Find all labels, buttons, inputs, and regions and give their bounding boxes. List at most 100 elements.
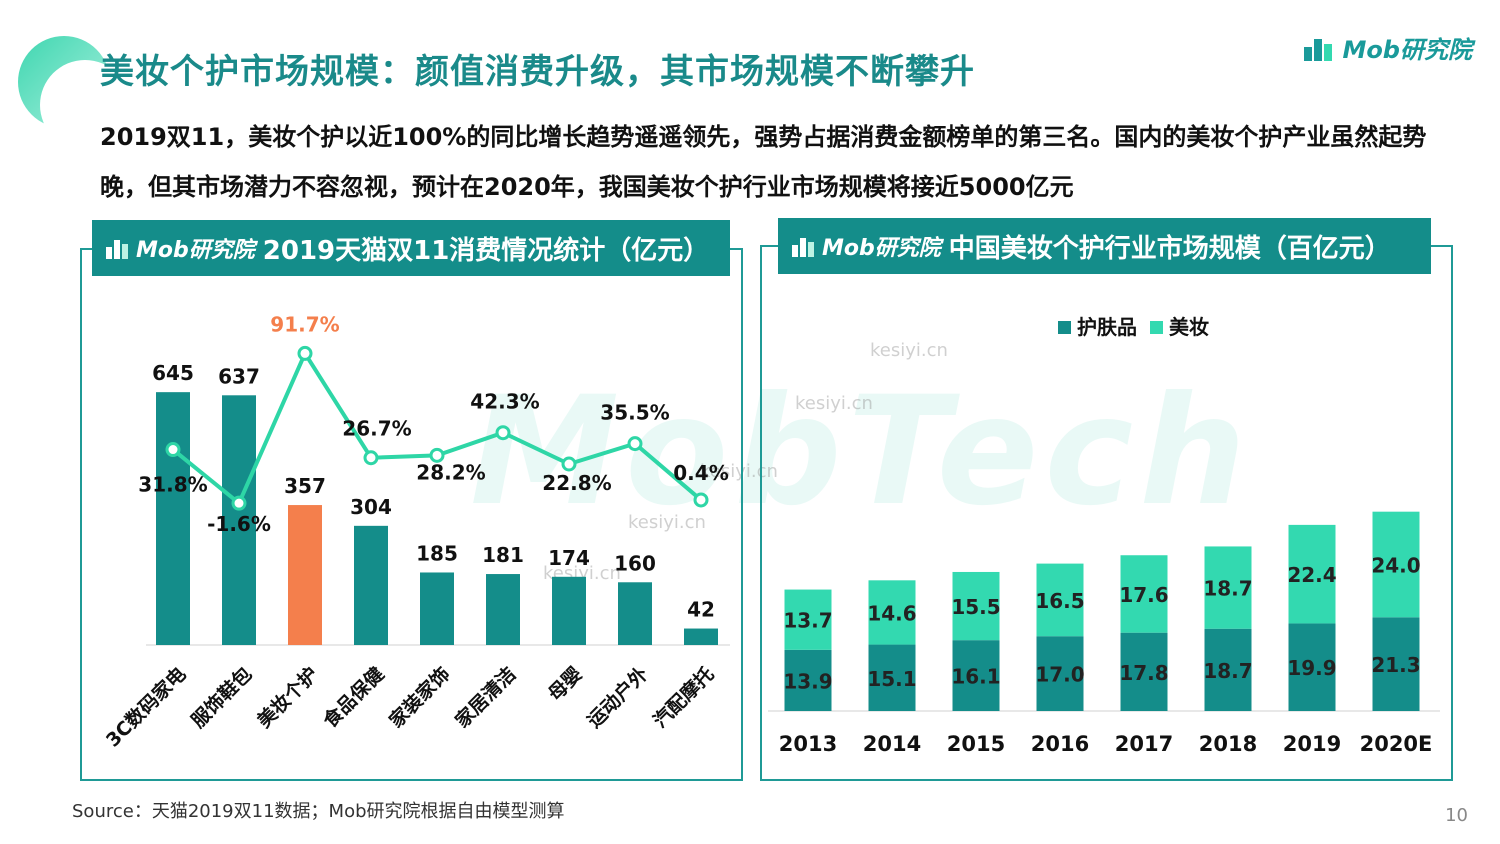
bar-makeup-2019	[1288, 524, 1336, 624]
bar-value-label: 17.0	[1035, 663, 1084, 687]
bar-skincare-2016	[1036, 636, 1084, 711]
subtitle: 2019双11，美妆个护以近100%的同比增长趋势遥遥领先，强势占据消费金额榜单…	[100, 123, 1427, 201]
year-label: 2015	[947, 732, 1005, 756]
category-label: 运动户外	[583, 662, 653, 732]
bar-value-label: 13.9	[783, 669, 832, 693]
bar-skincare-2018	[1204, 628, 1252, 711]
bar-value-label: 17.8	[1119, 661, 1168, 685]
building-icon	[106, 240, 128, 259]
bar-value-label: 645	[152, 361, 194, 385]
brand-name: Mob研究院	[1342, 36, 1472, 64]
mini-brand: Mob研究院	[792, 230, 941, 262]
bar-value-label: 17.6	[1119, 583, 1168, 607]
bar-8	[618, 582, 652, 645]
bar-value-label: 16.1	[951, 665, 1000, 689]
category-label: 食品保健	[319, 662, 389, 732]
bar-makeup-2016	[1036, 563, 1084, 637]
bar-value-label: 357	[284, 474, 326, 498]
bar-value-label: 24.0	[1371, 553, 1420, 577]
growth-label: 42.3%	[470, 390, 539, 414]
bar-value-label: 19.9	[1287, 656, 1336, 680]
growth-point	[561, 456, 577, 472]
page-number: 10	[1445, 805, 1468, 826]
bar-value-label: 18.7	[1203, 577, 1252, 601]
year-label: 2017	[1115, 732, 1173, 756]
growth-point	[495, 425, 511, 441]
year-label: 2013	[779, 732, 837, 756]
bar-makeup-2017	[1120, 555, 1168, 633]
category-label: 汽配摩托	[649, 662, 719, 732]
brand-logo: Mob研究院	[1304, 30, 1472, 65]
bar-6	[486, 574, 520, 645]
growth-label: 28.2%	[416, 460, 485, 484]
category-label: 服饰鞋包	[187, 662, 257, 732]
bar-makeup-2015	[952, 571, 1000, 641]
bar-value-label: 15.1	[867, 667, 916, 691]
right-chart-title: 中国美妆个护行业市场规模（百亿元）	[948, 233, 1391, 264]
category-label: 3C数码家电	[101, 662, 190, 751]
year-label: 2016	[1031, 732, 1089, 756]
bar-value-label: 181	[482, 543, 524, 567]
bar-value-label: 42	[687, 598, 715, 622]
market-size-chart: 护肤品 美妆 13.9 13.7 2013 15.1 14.6 2014 16.1 15.5 201…	[768, 315, 1440, 756]
mini-brand: Mob研究院	[106, 232, 255, 264]
bar-skincare-2019	[1288, 623, 1336, 711]
bar-value-label: 185	[416, 541, 458, 565]
growth-point	[297, 345, 313, 361]
bar-skincare-2015	[952, 640, 1000, 711]
consumption-chart: 645 3C数码家电 637 服饰鞋包 357 美妆个护 304 食品保健 185 家装家饰 181…	[101, 312, 730, 751]
bar-4	[354, 525, 388, 645]
growth-point	[693, 492, 709, 508]
right-chart-header: Mob研究院 中国美妆个护行业市场规模（百亿元）	[778, 218, 1431, 274]
growth-label: 22.8%	[542, 471, 611, 495]
category-label: 家装家饰	[385, 662, 455, 732]
page-title: 美妆个护市场规模：颜值消费升级，其市场规模不断攀升	[100, 52, 975, 92]
growth-label: 26.7%	[342, 417, 411, 441]
bar-value-label: 13.7	[783, 609, 832, 633]
bar-5	[420, 572, 454, 645]
decorative-arc-cutout	[40, 60, 130, 150]
bar-value-label: 14.6	[867, 601, 916, 625]
growth-point	[429, 447, 445, 463]
bar-value-label: 18.7	[1203, 659, 1252, 683]
bar-7	[552, 576, 586, 645]
bar-makeup-2014	[868, 580, 916, 645]
category-label: 家居清洁	[451, 662, 521, 732]
bar-value-label: 160	[614, 551, 656, 575]
legend-swatch	[1150, 321, 1163, 334]
year-label: 2014	[863, 732, 921, 756]
bar-9	[684, 628, 718, 645]
bar-skincare-2020E	[1372, 617, 1420, 711]
building-icon	[1304, 38, 1333, 61]
bar-skincare-2017	[1120, 632, 1168, 711]
growth-label: 91.7%	[270, 312, 339, 336]
growth-point	[363, 450, 379, 466]
year-label: 2018	[1199, 732, 1257, 756]
bar-value-label: 16.5	[1035, 589, 1084, 613]
bar-value-label: 22.4	[1287, 563, 1336, 587]
bar-value-label: 304	[350, 495, 392, 519]
left-chart-header: Mob研究院 2019天猫双11消费情况统计（亿元）	[92, 220, 730, 276]
category-label: 母婴	[544, 663, 586, 705]
bar-skincare-2014	[868, 644, 916, 711]
legend-label: 护肤品	[1077, 315, 1137, 339]
bar-makeup-2020E	[1372, 511, 1420, 618]
category-label: 美妆个护	[253, 662, 323, 732]
bar-skincare-2013	[784, 649, 832, 711]
growth-point	[627, 436, 643, 452]
growth-point	[231, 495, 247, 511]
bar-3	[288, 505, 322, 645]
legend-swatch	[1058, 321, 1071, 334]
growth-label: 0.4%	[673, 461, 728, 485]
left-chart-title: 2019天猫双11消费情况统计（亿元）	[262, 235, 710, 266]
bar-value-label: 15.5	[951, 595, 1000, 619]
bar-value-label: 174	[548, 546, 590, 570]
year-label: 2019	[1283, 732, 1341, 756]
legend-label: 美妆	[1169, 315, 1209, 339]
growth-point	[165, 442, 181, 458]
year-label: 2020E	[1360, 732, 1433, 756]
bar-makeup-2013	[784, 589, 832, 650]
growth-label: 35.5%	[600, 401, 669, 425]
bar-2	[222, 395, 256, 645]
source-note: Source：天猫2019双11数据；Mob研究院根据自由模型测算	[72, 801, 565, 822]
